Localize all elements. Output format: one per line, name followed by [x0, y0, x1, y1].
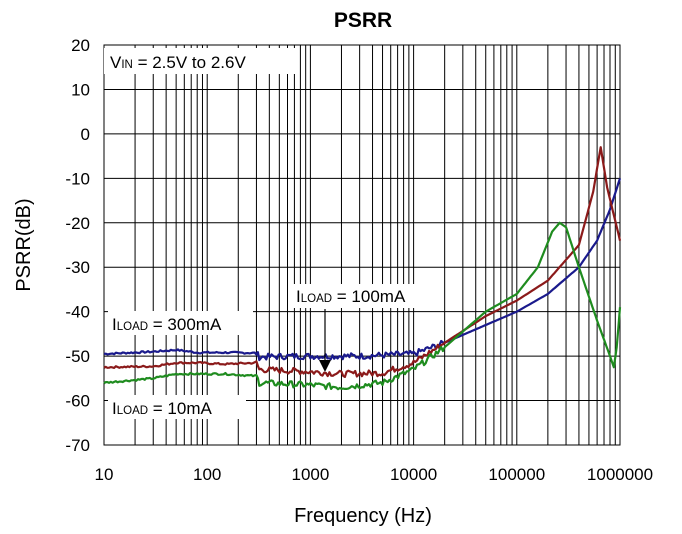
y-tick-label: 20 [71, 36, 90, 55]
x-tick-labels: 10 100 1000 10000 100000 1000000 [95, 465, 654, 484]
x-tick-label: 100 [193, 465, 221, 484]
y-tick-label: -50 [65, 347, 90, 366]
load100-label-bg [292, 284, 437, 308]
vin-label-bg [104, 48, 296, 74]
y-tick-labels: 20 10 0 -10 -20 -30 -40 -50 -60 -70 [65, 36, 90, 455]
x-tick-label: 1000 [291, 465, 329, 484]
y-tick-label: -10 [65, 169, 90, 188]
y-axis-label: PSRR(dB) [13, 198, 35, 291]
y-tick-label: -20 [65, 214, 90, 233]
y-tick-label: -40 [65, 303, 90, 322]
series-line-1 [103, 177, 622, 362]
load100-arrow-head [319, 360, 331, 372]
chart-title: PSRR [334, 9, 392, 32]
y-tick-label: -60 [65, 392, 90, 411]
load300-annotation: ILOAD = 300mA [112, 315, 222, 334]
x-tick-label: 100000 [488, 465, 545, 484]
series-line-3 [103, 221, 622, 391]
y-tick-label: 10 [71, 80, 90, 99]
x-tick-label: 10 [95, 465, 114, 484]
vin-annotation: VIN = 2.5V to 2.6V [110, 53, 246, 72]
plot-area [103, 44, 621, 446]
x-tick-label: 1000000 [587, 465, 653, 484]
y-tick-label: -70 [65, 436, 90, 455]
x-tick-label: 10000 [390, 465, 437, 484]
load100-annotation: ILOAD = 100mA [296, 287, 406, 306]
series-layer [103, 146, 622, 391]
load10-annotation: ILOAD = 10mA [112, 399, 213, 418]
x-axis-label: Frequency (Hz) [294, 505, 432, 527]
y-tick-label: 0 [81, 125, 90, 144]
load300-label-bg [108, 311, 253, 335]
y-tick-label: -30 [65, 258, 90, 277]
grid-lines [104, 45, 620, 445]
series-line-2 [103, 146, 622, 378]
load10-label-bg [108, 395, 246, 419]
